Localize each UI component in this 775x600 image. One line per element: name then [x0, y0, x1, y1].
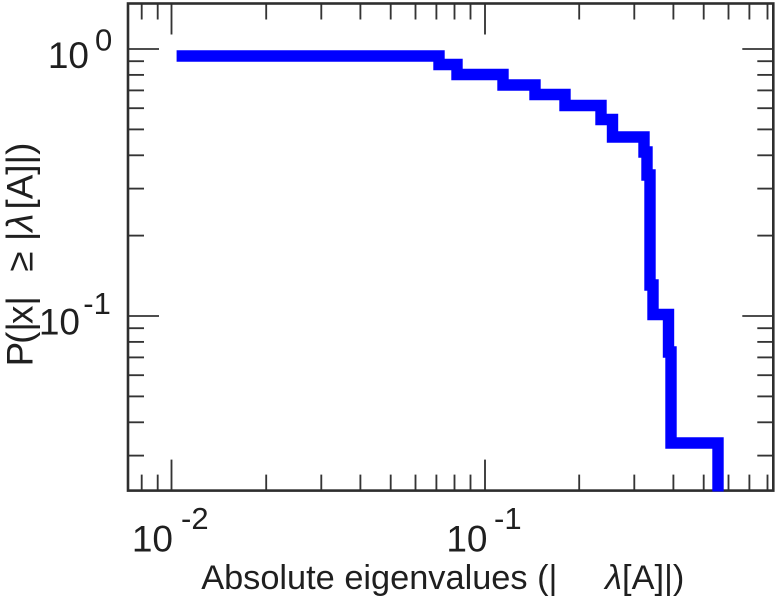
- svg-text:10: 10: [39, 302, 80, 343]
- svg-text:0: 0: [95, 23, 112, 58]
- svg-text:10: 10: [446, 519, 487, 560]
- svg-text:Absolute eigenvalues (| λ[: Absolute eigenvalues (| λ[A]|): [201, 559, 684, 597]
- svg-text:P(|x| ≥ |λ[A]|): P(|x| ≥ |λ[A]|): [0, 143, 40, 367]
- svg-text:10: 10: [132, 519, 173, 560]
- svg-text:10: 10: [48, 35, 89, 76]
- svg-text:-2: -2: [181, 501, 209, 536]
- svg-text:-1: -1: [83, 286, 111, 321]
- svg-text:-1: -1: [494, 501, 522, 536]
